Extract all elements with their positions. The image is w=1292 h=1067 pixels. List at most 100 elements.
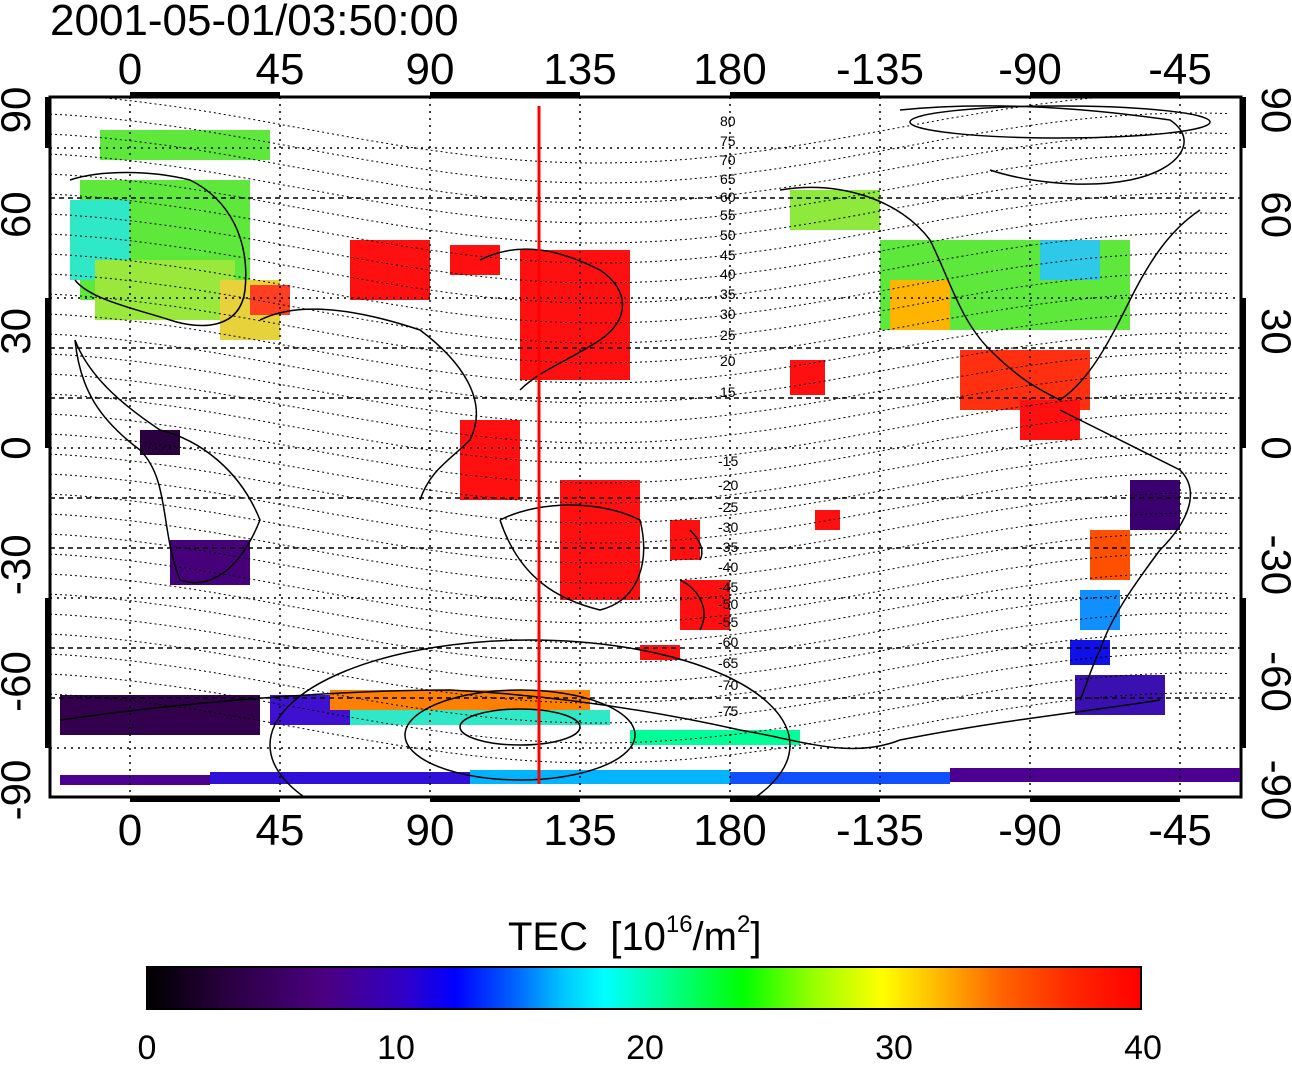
contour-line xyxy=(50,652,1231,724)
contour-line xyxy=(50,312,1231,384)
lat-tick-right-60: 60 xyxy=(1253,191,1292,238)
lon-tick-bottom-0: 0 xyxy=(118,806,142,855)
contour-label--35: -35 xyxy=(718,539,738,555)
lat-tick-left--90: -90 xyxy=(0,760,39,821)
lon-tick-top-45: 45 xyxy=(256,45,305,94)
lon-tick-bottom-135: 135 xyxy=(543,806,616,855)
lat-tick-left--60: -60 xyxy=(0,651,39,712)
contour-label-65: 65 xyxy=(720,171,736,187)
colorbar xyxy=(146,966,1142,1010)
contour-line xyxy=(50,172,1231,244)
contour-line xyxy=(50,392,1231,464)
graticule xyxy=(50,97,1241,797)
lon-tick-top-90: 90 xyxy=(406,45,455,94)
contour-labels: 80 75 70 65 60 55 50 45 40 35 30 25 20 15 -15 -20 -25 -30… xyxy=(718,113,738,719)
contour-label-25: 25 xyxy=(720,327,736,343)
contour-label--65: -65 xyxy=(718,655,738,671)
lat-tick-right--90: -90 xyxy=(1253,760,1292,821)
contour-label-30: 30 xyxy=(720,306,736,322)
lon-tick-top-0: 0 xyxy=(118,45,142,94)
contour-line xyxy=(50,372,1231,444)
contour-line xyxy=(50,352,1231,424)
contour-line xyxy=(50,432,1231,504)
contour-label-60: 60 xyxy=(720,189,736,205)
latitude-ticks-left: 90 60 30 0 -30 -60 -90 xyxy=(0,87,39,821)
contour-line xyxy=(50,272,1231,344)
colorbar-unit-prefix: [10 xyxy=(610,915,666,959)
lat-tick-left-30: 30 xyxy=(0,308,39,355)
contour-line xyxy=(50,672,1231,744)
contour-line xyxy=(50,252,1231,324)
contour-label-70: 70 xyxy=(720,152,736,168)
lat-tick-right--60: -60 xyxy=(1253,651,1292,712)
contour-line xyxy=(50,192,1231,264)
contour-label-20: 20 xyxy=(720,353,736,369)
contour-label--15: -15 xyxy=(718,453,738,469)
contour-label--30: -30 xyxy=(718,519,738,535)
lat-tick-left-0: 0 xyxy=(0,436,39,459)
contour-line xyxy=(50,632,1231,704)
colorbar-quantity: TEC xyxy=(508,915,588,959)
lat-tick-left-90: 90 xyxy=(0,87,39,134)
lon-tick-bottom--135: -135 xyxy=(836,806,924,855)
contour-line xyxy=(50,132,1231,204)
contour-line xyxy=(50,532,1231,604)
magnetic-pole-contours xyxy=(269,105,1211,797)
contour-line xyxy=(50,332,1231,404)
contour-line xyxy=(50,292,1231,364)
colorbar-unit-exponent-2: 2 xyxy=(736,911,751,938)
lat-tick-right--30: -30 xyxy=(1253,534,1292,595)
longitude-ticks-bottom: 0 45 90 135 180 -135 -90 -45 xyxy=(118,806,1212,855)
contour-label--75: -75 xyxy=(718,703,738,719)
contour-label-15: 15 xyxy=(720,384,736,400)
lon-tick-bottom-45: 45 xyxy=(256,806,305,855)
lon-tick-top--90: -90 xyxy=(998,45,1062,94)
lat-tick-right-90: 90 xyxy=(1253,87,1292,134)
lon-tick-bottom--90: -90 xyxy=(998,806,1062,855)
colorbar-tick-20: 20 xyxy=(626,1029,664,1067)
colorbar-unit-suffix: ] xyxy=(750,915,762,959)
contour-line xyxy=(50,592,1231,664)
colorbar-unit-mid: /m xyxy=(692,915,737,959)
contour-line xyxy=(50,412,1231,484)
contour-line xyxy=(50,232,1231,304)
lat-tick-right-0: 0 xyxy=(1253,436,1292,459)
contour-line xyxy=(50,112,1231,184)
latitude-ticks-right: 90 60 30 0 -30 -60 -90 xyxy=(1253,87,1292,821)
contour-line xyxy=(50,692,1231,764)
colorbar-tick-0: 0 xyxy=(137,1029,157,1067)
contour-line xyxy=(50,492,1231,564)
colorbar-tick-40: 40 xyxy=(1124,1029,1162,1067)
contour-label--60: -60 xyxy=(718,634,738,650)
contour-label-50: 50 xyxy=(720,227,736,243)
contour-line xyxy=(50,152,1231,224)
contour-line xyxy=(87,97,1111,164)
colorbar-tick-10: 10 xyxy=(377,1029,415,1067)
lat-tick-left-60: 60 xyxy=(0,191,39,238)
contour-label--50: -50 xyxy=(718,596,738,612)
contour-label-45: 45 xyxy=(720,247,736,263)
contour-line xyxy=(50,572,1231,644)
contour-line xyxy=(50,552,1231,624)
colorbar-tick-30: 30 xyxy=(875,1029,913,1067)
contour-label-40: 40 xyxy=(720,266,736,282)
contour-line xyxy=(50,212,1231,284)
contour-label-35: 35 xyxy=(720,286,736,302)
contour-label--70: -70 xyxy=(718,677,738,693)
lat-tick-right-30: 30 xyxy=(1253,308,1292,355)
contour-label--45: -45 xyxy=(718,579,738,595)
lon-tick-bottom-180: 180 xyxy=(693,806,766,855)
longitude-ticks-top: 0 45 90 135 180 -135 -90 -45 xyxy=(118,45,1212,94)
contour-line xyxy=(50,512,1231,584)
contour-label--20: -20 xyxy=(718,477,738,493)
geomagnetic-contours xyxy=(50,97,1231,764)
axis-bars xyxy=(45,92,1246,802)
lon-tick-top-135: 135 xyxy=(543,45,616,94)
contour-line xyxy=(50,612,1231,684)
contour-label--25: -25 xyxy=(718,499,738,515)
contour-line xyxy=(50,472,1231,544)
lon-tick-top--45: -45 xyxy=(1148,45,1212,94)
contour-label-55: 55 xyxy=(720,207,736,223)
lat-tick-left--30: -30 xyxy=(0,534,39,595)
